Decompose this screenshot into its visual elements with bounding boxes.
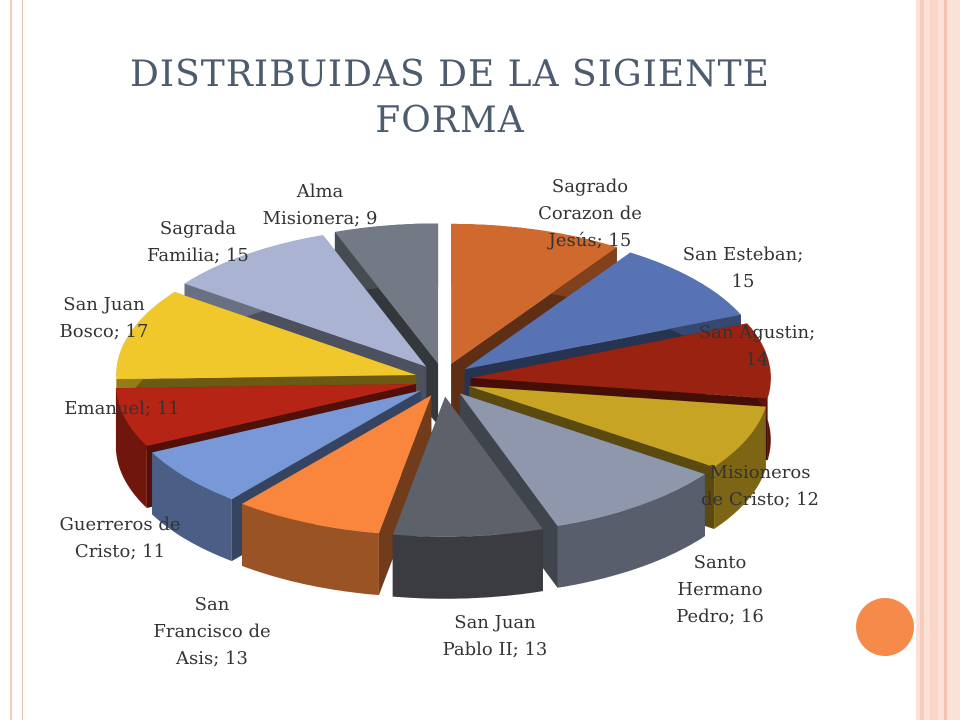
slide-title-line-1: DISTRIBUIDAS DE LA SIGIENTE <box>130 54 770 95</box>
pie-label-2: San Esteban; 15 <box>683 244 804 292</box>
pie-slice-wall-5 <box>557 474 705 588</box>
pie-slice-top-10 <box>116 292 417 380</box>
pie-label-8: Guerreros de Cristo; 11 <box>59 514 180 562</box>
pie-label-line: Jesús; 15 <box>547 230 632 251</box>
pie-slice-7 <box>242 395 432 596</box>
pie-label-line: Cristo; 11 <box>75 541 165 562</box>
pie-label-11: Sagrada Familia; 15 <box>147 218 249 266</box>
pie-label-line: Sagrada <box>160 218 236 239</box>
pie-label-5: Santo Hermano Pedro; 16 <box>676 552 764 627</box>
pie-label-line: Misioneros <box>710 462 811 483</box>
pie-label-line: San Juan <box>63 294 145 315</box>
pie-label-line: Emanuel; 11 <box>64 398 179 419</box>
pie-label-line: 14 <box>746 349 769 370</box>
pie-slice-top-1 <box>451 223 617 364</box>
pie-labels: Sagrado Corazon de Jesús; 15 San Esteban; 15… <box>59 176 819 669</box>
pie-label-line: San <box>195 594 230 615</box>
pie-label-line: Santo <box>694 552 747 573</box>
pie-slice-top-6 <box>392 396 543 537</box>
pie-slice-wall-4 <box>714 406 766 529</box>
pie-label-4: Misioneros de Cristo; 12 <box>701 462 819 510</box>
pie-label-9: Emanuel; 11 <box>64 398 179 419</box>
pie-slice-wall-9 <box>115 388 147 509</box>
pie-label-line: Asis; 13 <box>175 648 248 669</box>
pie-label-line: Sagrado <box>552 176 628 197</box>
pie-label-line: 15 <box>732 271 755 292</box>
pie-label-line: Familia; 15 <box>147 245 249 266</box>
pie-slice-top-8 <box>152 390 422 500</box>
right-frame-decoration <box>916 0 960 720</box>
pie-slice-top-2 <box>464 252 741 370</box>
pie-slice-top-7 <box>242 395 432 534</box>
left-frame-decoration <box>0 0 23 720</box>
pie-label-line: San Agustin; <box>699 322 815 343</box>
pie-label-line: Alma <box>296 181 344 202</box>
pie-label-7: San Francisco de Asis; 13 <box>153 594 270 669</box>
pie-slice-wall-8 <box>152 452 232 562</box>
pie-slice-top-12 <box>334 223 439 364</box>
pie-slice-top-3 <box>470 323 771 399</box>
pie-label-1: Sagrado Corazon de Jesús; 15 <box>538 176 642 251</box>
pie-label-3: San Agustin; 14 <box>699 322 815 370</box>
pie-slice-6 <box>392 396 543 599</box>
pie-label-line: de Cristo; 12 <box>701 489 819 510</box>
pie-label-line: San Esteban; <box>683 244 804 265</box>
pie-slices <box>115 223 771 599</box>
pie-slice-top-9 <box>115 384 416 447</box>
slide-title: DISTRIBUIDAS DE LA SIGIENTE FORMA <box>90 52 810 144</box>
pie-label-line: Corazon de <box>538 203 642 224</box>
pie-slice-wall-7 <box>242 503 379 596</box>
pie-slice-top-4 <box>468 386 766 467</box>
pie-label-line: Pablo II; 13 <box>443 639 548 660</box>
pie-label-6: San Juan Pablo II; 13 <box>443 612 548 660</box>
accent-circle-decoration <box>856 598 914 656</box>
pie-label-line: Bosco; 17 <box>60 321 149 342</box>
pie-label-line: Francisco de <box>153 621 270 642</box>
slide-title-line-2: FORMA <box>375 100 525 141</box>
pie-slice-wall-6 <box>392 529 543 599</box>
pie-slice-top-5 <box>459 393 705 526</box>
pie-label-line: Pedro; 16 <box>676 606 764 627</box>
pie-label-line: Hermano <box>677 579 762 600</box>
pie-label-line: San Juan <box>454 612 536 633</box>
pie-label-line: Misionera; 9 <box>263 208 378 229</box>
pie-label-12: Alma Misionera; 9 <box>263 181 378 229</box>
pie-label-line: Guerreros de <box>59 514 180 535</box>
pie-label-10: San Juan Bosco; 17 <box>60 294 149 342</box>
pie-slice-top-11 <box>184 235 427 367</box>
